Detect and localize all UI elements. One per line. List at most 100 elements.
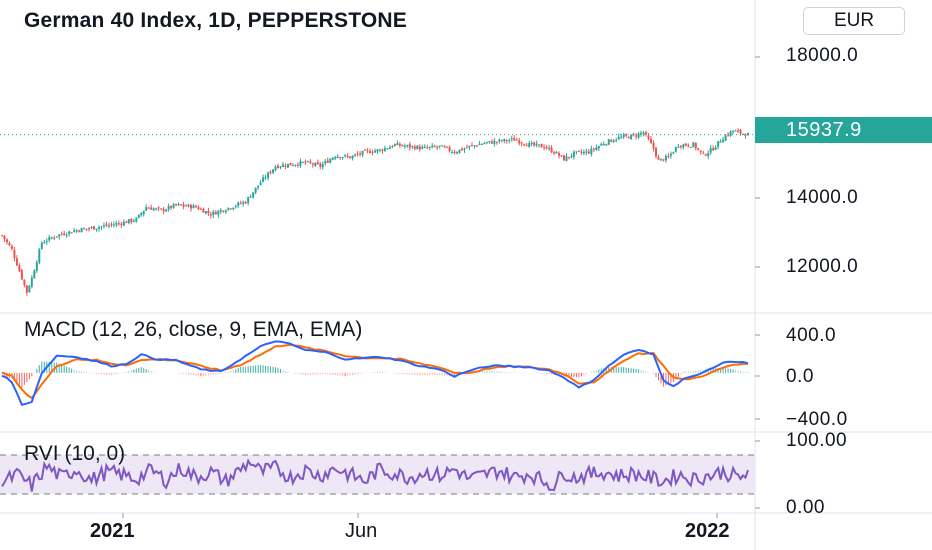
rvi-line bbox=[1, 458, 749, 492]
candle-body bbox=[289, 162, 292, 166]
candle-body bbox=[23, 279, 26, 285]
candle-body bbox=[254, 187, 257, 193]
candle-body bbox=[18, 265, 21, 272]
candle-body bbox=[650, 139, 653, 144]
candle-body bbox=[456, 152, 459, 154]
candle-body bbox=[272, 169, 275, 173]
candle-body bbox=[291, 165, 294, 167]
candle-body bbox=[197, 207, 200, 210]
candle-body bbox=[704, 154, 707, 156]
candle-body bbox=[152, 208, 155, 211]
candle-body bbox=[354, 154, 357, 156]
candle-body bbox=[617, 136, 620, 140]
candle-body bbox=[40, 242, 43, 249]
candle-body bbox=[224, 210, 227, 213]
candle-body bbox=[669, 153, 672, 156]
candle-body bbox=[43, 242, 46, 244]
candle-body bbox=[543, 146, 546, 148]
candle-body bbox=[391, 146, 394, 148]
candle-body bbox=[93, 226, 96, 230]
candle-body bbox=[451, 151, 454, 153]
candle-body bbox=[592, 148, 595, 150]
candle-body bbox=[600, 144, 603, 146]
candle-body bbox=[187, 204, 190, 207]
candle-body bbox=[461, 148, 464, 151]
candle-body bbox=[530, 143, 533, 145]
candle-body bbox=[582, 151, 585, 154]
price-tick-14000: 14000.0 bbox=[786, 187, 859, 208]
candle-body bbox=[105, 224, 108, 226]
candle-body bbox=[319, 163, 322, 167]
candle-body bbox=[446, 146, 449, 148]
rvi-tick-0: 0.00 bbox=[786, 497, 825, 513]
candle-body bbox=[523, 144, 526, 146]
candle-body bbox=[717, 141, 720, 147]
candle-body bbox=[677, 146, 680, 148]
candle-body bbox=[341, 157, 344, 159]
candle-body bbox=[167, 206, 170, 210]
candle-body bbox=[729, 131, 732, 136]
candle-body bbox=[162, 208, 165, 212]
candle-body bbox=[88, 228, 91, 230]
candle-body bbox=[309, 161, 312, 164]
candle-body bbox=[204, 211, 207, 214]
candle-body bbox=[640, 132, 643, 135]
candle-body bbox=[284, 165, 287, 167]
candle-body bbox=[336, 156, 339, 158]
candle-body bbox=[515, 139, 518, 141]
candle-body bbox=[219, 210, 222, 212]
candle-body bbox=[393, 144, 396, 147]
candle-body bbox=[714, 147, 717, 150]
candle-body bbox=[510, 138, 513, 140]
candle-body bbox=[503, 139, 506, 141]
candle-body bbox=[585, 151, 588, 153]
candle-body bbox=[635, 135, 638, 137]
candle-body bbox=[436, 146, 439, 148]
candle-body bbox=[712, 148, 715, 151]
candle-body bbox=[45, 241, 48, 243]
candle-body bbox=[60, 233, 63, 235]
candle-body bbox=[3, 235, 6, 240]
candle-body bbox=[732, 130, 735, 132]
candle-body bbox=[381, 149, 384, 151]
candle-body bbox=[306, 161, 309, 163]
candle-body bbox=[709, 148, 712, 153]
candle-body bbox=[80, 228, 83, 233]
candle-body bbox=[234, 205, 237, 208]
candle-body bbox=[63, 233, 66, 235]
candle-body bbox=[194, 206, 197, 208]
candle-body bbox=[431, 145, 434, 148]
candle-body bbox=[222, 210, 225, 212]
candle-body bbox=[359, 153, 362, 155]
candle-body bbox=[229, 208, 232, 210]
candle-body bbox=[100, 226, 103, 228]
candle-body bbox=[679, 145, 682, 147]
candle-body bbox=[135, 218, 138, 222]
candle-body bbox=[115, 223, 118, 225]
candle-body bbox=[160, 208, 163, 210]
candle-body bbox=[657, 157, 660, 160]
candle-body bbox=[413, 146, 416, 150]
candle-body bbox=[610, 139, 613, 142]
candle-body bbox=[737, 130, 740, 132]
rvi-pane bbox=[0, 454, 755, 495]
candle-body bbox=[331, 157, 334, 160]
candle-body bbox=[722, 139, 725, 143]
candle-body bbox=[170, 205, 173, 208]
candle-body bbox=[597, 146, 600, 149]
candle-body bbox=[227, 207, 230, 210]
candle-body bbox=[120, 223, 123, 225]
candle-body bbox=[654, 147, 657, 157]
candle-body bbox=[35, 262, 38, 271]
candle-body bbox=[50, 237, 53, 239]
candle-body bbox=[296, 164, 299, 166]
candle-body bbox=[575, 151, 578, 153]
candle-body bbox=[274, 166, 277, 171]
currency-button[interactable]: EUR bbox=[803, 7, 905, 35]
candle-body bbox=[562, 155, 565, 161]
candle-body bbox=[112, 224, 115, 226]
candle-body bbox=[366, 150, 369, 152]
candle-body bbox=[555, 152, 558, 154]
